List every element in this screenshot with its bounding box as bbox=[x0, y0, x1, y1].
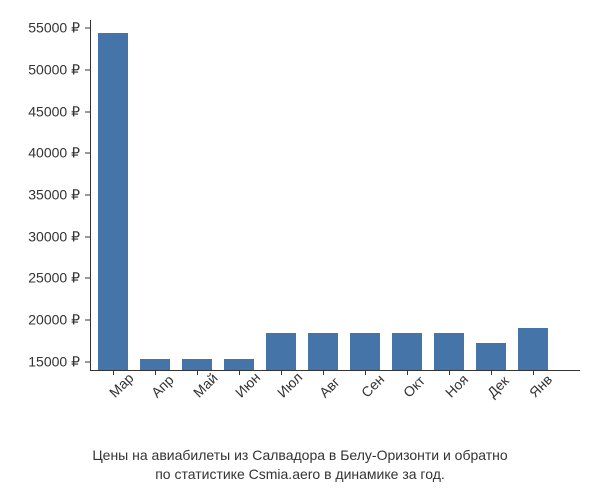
x-tick-label: Дек bbox=[484, 368, 517, 401]
y-tick-label: 40000 ₽ bbox=[28, 145, 80, 162]
bar bbox=[140, 359, 170, 370]
y-tick-label: 35000 ₽ bbox=[28, 187, 80, 204]
x-tick-label: Апр bbox=[148, 368, 181, 401]
y-tick-label: 45000 ₽ bbox=[28, 103, 80, 120]
y-tick-label: 15000 ₽ bbox=[28, 353, 80, 370]
y-tick-label: 25000 ₽ bbox=[28, 270, 80, 287]
x-tick-mark bbox=[491, 370, 492, 375]
y-tick-label: 55000 ₽ bbox=[28, 20, 80, 37]
x-tick-mark bbox=[449, 370, 450, 375]
x-tick-mark bbox=[533, 370, 534, 375]
y-tick-label: 50000 ₽ bbox=[28, 62, 80, 79]
bar bbox=[518, 328, 548, 370]
plot-area bbox=[90, 20, 580, 370]
x-tick-mark bbox=[113, 370, 114, 375]
y-tick-label: 20000 ₽ bbox=[28, 312, 80, 329]
x-tick-label: Сен bbox=[358, 368, 391, 401]
bar bbox=[224, 359, 254, 370]
bar bbox=[98, 33, 128, 371]
bar bbox=[434, 333, 464, 371]
x-tick-mark bbox=[407, 370, 408, 375]
bar bbox=[392, 333, 422, 371]
x-tick-mark bbox=[239, 370, 240, 375]
x-tick-mark bbox=[155, 370, 156, 375]
bar bbox=[266, 333, 296, 371]
x-tick-label: Янв bbox=[526, 368, 559, 401]
chart-container: 15000 ₽ 20000 ₽ 25000 ₽ 30000 ₽ 35000 ₽ 40000… bbox=[0, 0, 600, 500]
x-tick-mark bbox=[323, 370, 324, 375]
x-tick-mark bbox=[281, 370, 282, 375]
bar bbox=[308, 333, 338, 371]
y-axis: 15000 ₽ 20000 ₽ 25000 ₽ 30000 ₽ 35000 ₽ 40000… bbox=[0, 20, 85, 370]
chart-caption: Цены на авиабилеты из Салвадора в Белу-О… bbox=[0, 446, 600, 485]
x-labels-group: МарАпрМайИюнИюлАвгСенОктНояДекЯнв bbox=[90, 375, 580, 391]
x-tick-label: Май bbox=[190, 368, 223, 401]
x-tick-mark bbox=[197, 370, 198, 375]
x-tick-label: Июл bbox=[274, 368, 307, 401]
x-axis: МарАпрМайИюнИюлАвгСенОктНояДекЯнв bbox=[90, 375, 580, 435]
x-tick-label: Мар bbox=[106, 368, 139, 401]
x-tick-label: Ноя bbox=[442, 368, 475, 401]
x-tick-label: Июн bbox=[232, 368, 265, 401]
bar bbox=[350, 333, 380, 371]
x-tick-mark bbox=[365, 370, 366, 375]
x-tick-label: Авг bbox=[316, 368, 349, 401]
x-tick-label: Окт bbox=[400, 368, 433, 401]
bar bbox=[476, 343, 506, 371]
caption-line-2: по статистике Csmia.aero в динамике за г… bbox=[0, 465, 600, 485]
y-tick-label: 30000 ₽ bbox=[28, 228, 80, 245]
caption-line-1: Цены на авиабилеты из Салвадора в Белу-О… bbox=[0, 446, 600, 466]
bar bbox=[182, 359, 212, 370]
bars-group bbox=[90, 20, 580, 370]
